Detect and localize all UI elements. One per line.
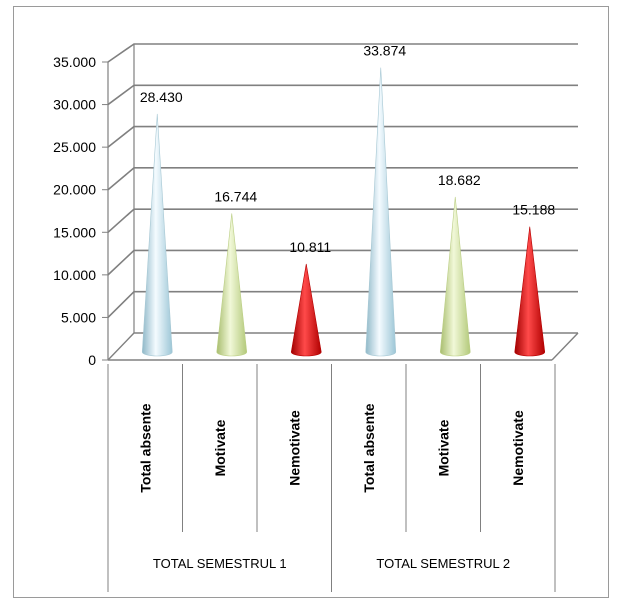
x-axis-categories: Total absente Motivate Nemotivate TOTAL SEM… xyxy=(107,364,556,592)
y-tick-label: 35.000 xyxy=(53,54,96,70)
cone-body xyxy=(290,263,322,357)
data-labels: 28.430 16.744 10.811 33.874 18.682 15.188 xyxy=(140,43,556,255)
y-tick-label: 30.000 xyxy=(53,97,96,113)
cone-body xyxy=(216,213,248,357)
y-tick-label: 0 xyxy=(88,352,96,368)
category-label: Total absente xyxy=(137,403,153,492)
cone-mark xyxy=(141,113,173,357)
gridline xyxy=(107,84,578,106)
category-label: Nemotivate xyxy=(510,410,526,486)
gridline xyxy=(107,208,578,233)
cone-mark xyxy=(514,226,546,357)
category-label: Motivate xyxy=(435,419,451,476)
y-tick-label: 5.000 xyxy=(61,309,96,325)
cone-mark xyxy=(365,67,397,357)
y-tick-label: 15.000 xyxy=(53,224,96,240)
floor-right-edge xyxy=(551,332,579,361)
category-label: Total absente xyxy=(361,403,377,492)
y-axis-ticks: 0 5.000 10.000 15.000 20.000 25.000 30.000 35.0… xyxy=(53,54,96,368)
grid-layer xyxy=(102,43,579,361)
cone-body xyxy=(514,226,546,357)
gridline xyxy=(107,290,578,318)
cone-series xyxy=(141,67,546,357)
cone-mark xyxy=(216,213,248,357)
category-label: Motivate xyxy=(212,419,228,476)
cone-mark xyxy=(439,196,471,357)
data-label: 15.188 xyxy=(512,202,555,218)
gridline xyxy=(107,332,578,361)
y-tick-label: 20.000 xyxy=(53,182,96,198)
cone-body xyxy=(141,113,173,357)
group-label: TOTAL SEMESTRUL 1 xyxy=(153,556,287,571)
cone-body xyxy=(365,67,397,357)
data-label: 28.430 xyxy=(140,89,183,105)
y-tick-label: 25.000 xyxy=(53,139,96,155)
gridline xyxy=(107,125,578,148)
gridline xyxy=(107,43,578,63)
category-label: Nemotivate xyxy=(286,410,302,486)
data-label: 10.811 xyxy=(289,239,331,255)
group-label: TOTAL SEMESTRUL 2 xyxy=(376,556,510,571)
gridline xyxy=(107,249,578,276)
data-label: 18.682 xyxy=(438,172,481,188)
data-label: 33.874 xyxy=(363,43,406,59)
cone-mark xyxy=(290,263,322,357)
data-label: 16.744 xyxy=(214,188,257,204)
cone-body xyxy=(439,196,471,357)
gridline xyxy=(107,167,578,191)
y-tick-label: 10.000 xyxy=(53,267,96,283)
